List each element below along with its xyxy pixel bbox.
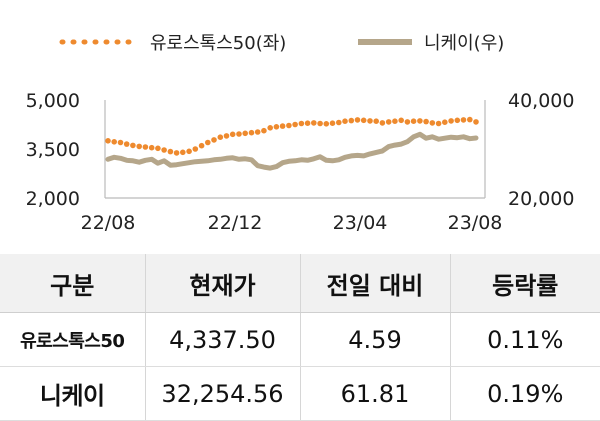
series-point-eurostoxx	[398, 117, 405, 124]
series-point-eurostoxx	[173, 150, 180, 156]
header-change: 전일 대비	[300, 254, 451, 313]
header-category: 구분	[0, 254, 146, 313]
x-tick-label: 23/08	[448, 212, 503, 234]
series-point-eurostoxx	[473, 119, 479, 125]
left-tick-label: 2,000	[26, 188, 80, 210]
x-tick-label: 22/08	[81, 212, 136, 234]
series-point-eurostoxx	[323, 121, 330, 127]
series-point-eurostoxx	[142, 144, 149, 150]
series-point-eurostoxx	[111, 139, 117, 145]
series-point-eurostoxx	[242, 130, 248, 137]
series-point-eurostoxx	[298, 120, 305, 127]
series-point-eurostoxx	[336, 119, 342, 126]
series-point-eurostoxx	[211, 137, 217, 143]
series-point-eurostoxx	[279, 123, 286, 129]
right-tick-label: 20,000	[508, 188, 574, 210]
series-point-eurostoxx	[467, 116, 473, 123]
series-point-eurostoxx	[354, 117, 361, 123]
series-point-eurostoxx	[261, 127, 267, 134]
series-point-eurostoxx	[435, 120, 442, 127]
series-point-eurostoxx	[392, 118, 398, 124]
series-point-eurostoxx	[217, 134, 224, 140]
series-point-eurostoxx	[442, 119, 448, 125]
row-change: 61.81	[300, 366, 451, 421]
series-point-eurostoxx	[292, 121, 298, 128]
series-point-eurostoxx	[123, 141, 130, 147]
series-point-eurostoxx	[105, 138, 111, 144]
series-point-eurostoxx	[273, 124, 280, 130]
row-change: 4.59	[300, 312, 451, 367]
x-tick-label: 23/04	[333, 212, 388, 234]
chart-legend: 유로스톡스50(좌) 니케이(우)	[59, 33, 504, 54]
table-header-row: 구분 현재가 전일 대비 등락률	[0, 254, 600, 313]
series-point-eurostoxx	[192, 146, 199, 152]
x-tick-label: 22/12	[208, 212, 263, 234]
series-point-eurostoxx	[454, 117, 461, 124]
series-layer	[105, 116, 479, 171]
series-point-eurostoxx	[304, 120, 311, 126]
series-point-eurostoxx	[136, 143, 142, 150]
series-point-eurostoxx	[379, 120, 386, 126]
series-point-eurostoxx	[167, 148, 174, 155]
row-current-price: 32,254.56	[145, 366, 301, 421]
series-point-eurostoxx	[130, 142, 136, 149]
series-point-eurostoxx	[286, 122, 292, 129]
series-line-nikkei	[105, 131, 479, 171]
series-point-eurostoxx	[311, 120, 317, 126]
series-point-eurostoxx	[186, 148, 192, 155]
left-tick-label: 5,000	[26, 90, 80, 112]
line-chart: 유로스톡스50(좌) 니케이(우) 5,000 3,500 2,000 40,0…	[26, 33, 575, 234]
series-point-eurostoxx	[410, 118, 417, 124]
header-current-price: 현재가	[145, 254, 301, 313]
row-index-name: 니케이	[0, 366, 146, 421]
series-point-eurostoxx	[448, 118, 454, 124]
series-point-eurostoxx	[254, 129, 261, 135]
left-tick-label: 3,500	[26, 139, 80, 161]
series-point-eurostoxx	[248, 129, 255, 136]
series-point-eurostoxx	[342, 118, 348, 124]
series-point-eurostoxx	[404, 119, 411, 125]
row-change-rate: 0.19%	[450, 366, 600, 421]
series-point-eurostoxx	[385, 119, 392, 125]
series-point-eurostoxx	[198, 142, 205, 149]
series-point-eurostoxx	[360, 117, 367, 124]
series-point-eurostoxx	[180, 149, 186, 156]
chart-axes: 5,000 3,500 2,000 40,000 20,000 22/08 22…	[26, 90, 575, 234]
series-point-eurostoxx	[373, 118, 380, 124]
legend-label-eurostoxx: 유로스톡스50(좌)	[150, 33, 286, 54]
table-row: 니케이 32,254.56 61.81 0.19%	[0, 366, 600, 421]
series-point-eurostoxx	[329, 120, 336, 126]
row-index-name: 유로스톡스50	[0, 312, 146, 367]
series-point-eurostoxx	[117, 139, 124, 146]
series-point-eurostoxx	[148, 144, 155, 151]
series-point-eurostoxx	[161, 147, 167, 153]
series-point-eurostoxx	[267, 125, 274, 131]
row-change-rate: 0.11%	[450, 312, 600, 367]
header-change-rate: 등락률	[450, 254, 600, 313]
series-point-eurostoxx	[417, 118, 423, 124]
row-current-price: 4,337.50	[145, 312, 301, 367]
legend-label-nikkei: 니케이(우)	[424, 33, 504, 54]
series-point-eurostoxx	[423, 118, 429, 125]
series-point-eurostoxx	[236, 131, 242, 137]
series-point-eurostoxx	[367, 118, 373, 124]
series-point-eurostoxx	[348, 117, 355, 124]
series-point-eurostoxx	[223, 133, 230, 139]
table-row: 유로스톡스50 4,337.50 4.59 0.11%	[0, 312, 600, 367]
right-tick-label: 40,000	[508, 90, 574, 112]
series-point-eurostoxx	[460, 117, 467, 123]
price-table: 구분 현재가 전일 대비 등락률 유로스톡스50 4,337.50 4.59 0…	[0, 254, 600, 421]
series-point-eurostoxx	[205, 139, 211, 146]
series-point-eurostoxx	[155, 145, 161, 152]
series-point-eurostoxx	[317, 120, 323, 127]
series-point-eurostoxx	[229, 131, 236, 138]
series-point-eurostoxx	[429, 120, 436, 126]
